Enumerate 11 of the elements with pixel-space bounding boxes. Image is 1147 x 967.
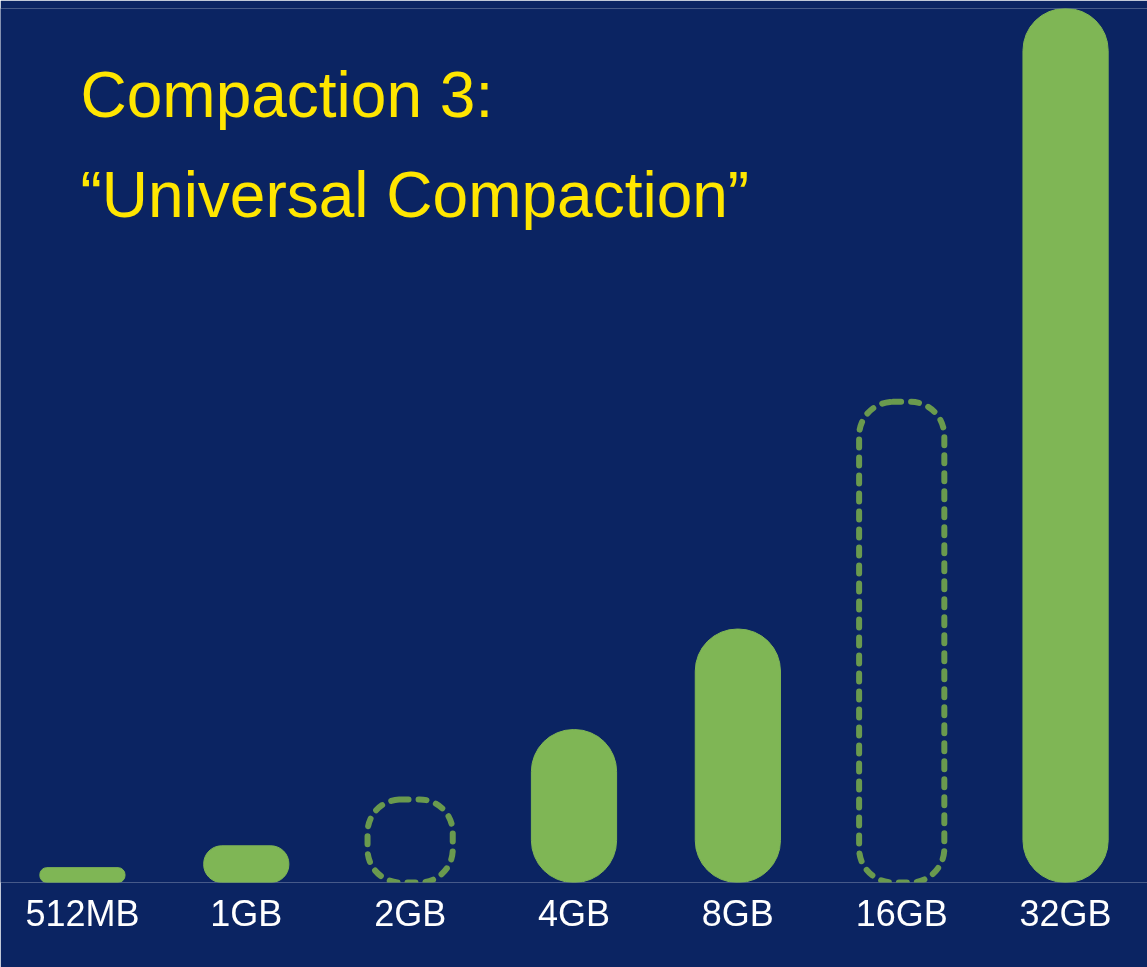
bar	[39, 867, 126, 883]
x-tick-label: 4GB	[537, 892, 611, 934]
x-tick-label: 1GB	[210, 892, 283, 934]
text: Compaction 3:	[80, 58, 494, 131]
x-tick-label: 8GB	[701, 892, 774, 934]
text: “Universal Compaction”	[80, 158, 750, 231]
x-tick-label: 2GB	[374, 892, 447, 934]
x-tick-label: 16GB	[855, 892, 948, 934]
x-tick-label: 512MB	[25, 892, 140, 934]
x-tick-label: 32GB	[1019, 892, 1112, 934]
bar	[1022, 8, 1109, 883]
